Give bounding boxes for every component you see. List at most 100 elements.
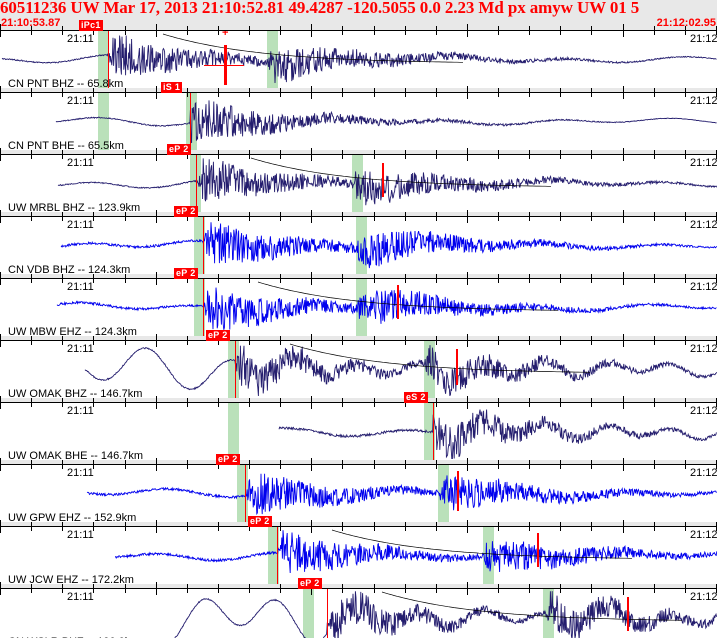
- time-axis-tick: [62, 398, 63, 403]
- time-axis-tick: [62, 212, 63, 217]
- phase-pick-label[interactable]: eS 2: [404, 392, 428, 403]
- trace-plot-area[interactable]: UW GPW EHZ -- 152.9km: [0, 465, 717, 522]
- time-axis-tick: [311, 155, 312, 161]
- amplitude-marker[interactable]: [627, 597, 631, 631]
- trace-plot-area[interactable]: CN WSLR BHZ -- 190.0km: [0, 589, 717, 638]
- phase-pick-line[interactable]: [190, 93, 191, 150]
- trace-plot-area[interactable]: UW OMAK BHZ -- 146.7km: [0, 341, 717, 398]
- time-axis-tick: [498, 341, 499, 345]
- phase-pick-label[interactable]: iS 1: [161, 82, 183, 93]
- amplitude-marker[interactable]: [457, 471, 461, 511]
- phase-pick-line[interactable]: [245, 465, 246, 522]
- phase-pick-label[interactable]: eP 2: [206, 330, 230, 341]
- time-axis-tick: [156, 396, 157, 403]
- time-axis-tick: [31, 522, 32, 527]
- waveform-trace: [1, 33, 717, 84]
- time-axis-tick: [93, 88, 94, 93]
- time-axis-tick: [218, 465, 219, 469]
- time-axis-tick: [218, 584, 219, 589]
- trace-panel[interactable]: UW OMAK BHE -- 146.7km: [0, 403, 717, 460]
- time-axis-tick: [529, 150, 530, 155]
- phase-pick-label[interactable]: iPc1: [79, 20, 103, 31]
- time-axis-tick: [125, 88, 126, 93]
- phase-pick-label[interactable]: eP 2: [174, 268, 198, 279]
- time-axis-tick: [560, 217, 561, 221]
- axis-time-label-left: 21:11: [67, 529, 94, 541]
- phase-pick-line[interactable]: [235, 341, 236, 398]
- time-axis-tick: [498, 336, 499, 341]
- time-axis-tick: [218, 527, 219, 531]
- trace-panel[interactable]: CN PNT BHE -- 65.5km: [0, 93, 717, 150]
- trace-panel[interactable]: UW GPW EHZ -- 152.9km: [0, 465, 717, 522]
- time-axis-tick: [342, 26, 343, 31]
- time-axis-tick: [93, 589, 94, 593]
- time-axis-tick: [311, 520, 312, 527]
- trace-channel-label: UW OMAK BHZ -- 146.7km: [8, 388, 143, 398]
- time-axis-tick: [654, 274, 655, 279]
- time-axis-tick: [467, 24, 468, 31]
- time-axis-tick: [280, 403, 281, 407]
- time-axis-tick: [685, 26, 686, 31]
- phase-pick-label[interactable]: eP 2: [174, 206, 198, 217]
- trace-panel[interactable]: CN WSLR BHZ -- 190.0km: [0, 589, 717, 638]
- phase-pick-line[interactable]: [196, 155, 197, 212]
- time-axis-tick: [342, 336, 343, 341]
- phase-pick-line[interactable]: [203, 217, 204, 274]
- time-axis-tick: [187, 336, 188, 341]
- phase-pick-label[interactable]: eP 2: [298, 578, 322, 589]
- time-axis-tick: [280, 26, 281, 31]
- time-axis-tick: [62, 26, 63, 31]
- time-axis-tick: [62, 460, 63, 465]
- time-axis-tick: [311, 589, 312, 595]
- time-axis-tick: [249, 527, 250, 531]
- time-axis-tick: [436, 31, 437, 35]
- time-axis-tick: [280, 398, 281, 403]
- time-axis-tick: [0, 24, 1, 31]
- trace-plot-area[interactable]: + CN PNT BHZ -- 65.8km: [0, 31, 717, 88]
- phase-pick-line[interactable]: [203, 279, 204, 336]
- time-axis-tick: [467, 527, 468, 533]
- time-axis-line: [0, 464, 717, 465]
- time-axis-tick: [529, 336, 530, 341]
- trace-panel[interactable]: UW OMAK BHZ -- 146.7km: [0, 341, 717, 398]
- time-axis-tick: [623, 334, 624, 341]
- phase-pick-line[interactable]: [327, 589, 328, 638]
- trace-panel[interactable]: UW MBW EHZ -- 124.3km: [0, 279, 717, 336]
- axis-time-label-right: 21:12: [690, 157, 717, 169]
- amplitude-marker[interactable]: [537, 533, 541, 567]
- amplitude-marker[interactable]: [456, 349, 460, 385]
- trace-panel[interactable]: CN VDB BHZ -- 124.3km: [0, 217, 717, 274]
- time-axis-tick: [311, 86, 312, 93]
- trace-panel[interactable]: + CN PNT BHZ -- 65.8km: [0, 31, 717, 88]
- phase-pick-label[interactable]: eP 2: [167, 144, 191, 155]
- time-axis-tick: [311, 210, 312, 217]
- phase-pick-label[interactable]: eP 2: [248, 516, 272, 527]
- time-axis-tick: [280, 155, 281, 159]
- time-axis-tick: [591, 336, 592, 341]
- trace-panel[interactable]: UW JCW EHZ -- 172.2km: [0, 527, 717, 584]
- trace-panel[interactable]: UW MRBL BHZ -- 123.9km: [0, 155, 717, 212]
- waveform-trace: [86, 473, 717, 516]
- trace-plot-area[interactable]: UW MBW EHZ -- 124.3km: [0, 279, 717, 336]
- phase-pick-line[interactable]: [277, 527, 278, 584]
- p-window-highlight: [98, 31, 109, 88]
- time-axis-tick: [62, 93, 63, 97]
- amplitude-marker[interactable]: [397, 285, 401, 319]
- trace-plot-area[interactable]: UW OMAK BHE -- 146.7km: [0, 403, 717, 460]
- time-axis-tick: [374, 336, 375, 341]
- phase-pick-line[interactable]: [108, 31, 109, 88]
- trace-plot-area[interactable]: UW MRBL BHZ -- 123.9km: [0, 155, 717, 212]
- phase-pick-label[interactable]: eP 2: [216, 454, 240, 465]
- phase-pick-line[interactable]: [433, 403, 434, 460]
- time-axis-tick: [560, 93, 561, 97]
- time-axis-tick: [93, 279, 94, 283]
- trace-plot-area[interactable]: CN PNT BHE -- 65.5km: [0, 93, 717, 150]
- time-axis-tick: [342, 341, 343, 345]
- amplitude-marker[interactable]: +: [204, 31, 264, 85]
- time-axis-tick: [374, 465, 375, 469]
- trace-plot-area[interactable]: UW JCW EHZ -- 172.2km: [0, 527, 717, 584]
- amplitude-marker[interactable]: [382, 163, 386, 197]
- trace-plot-area[interactable]: CN VDB BHZ -- 124.3km: [0, 217, 717, 274]
- time-axis-tick: [342, 460, 343, 465]
- time-axis-tick: [218, 341, 219, 345]
